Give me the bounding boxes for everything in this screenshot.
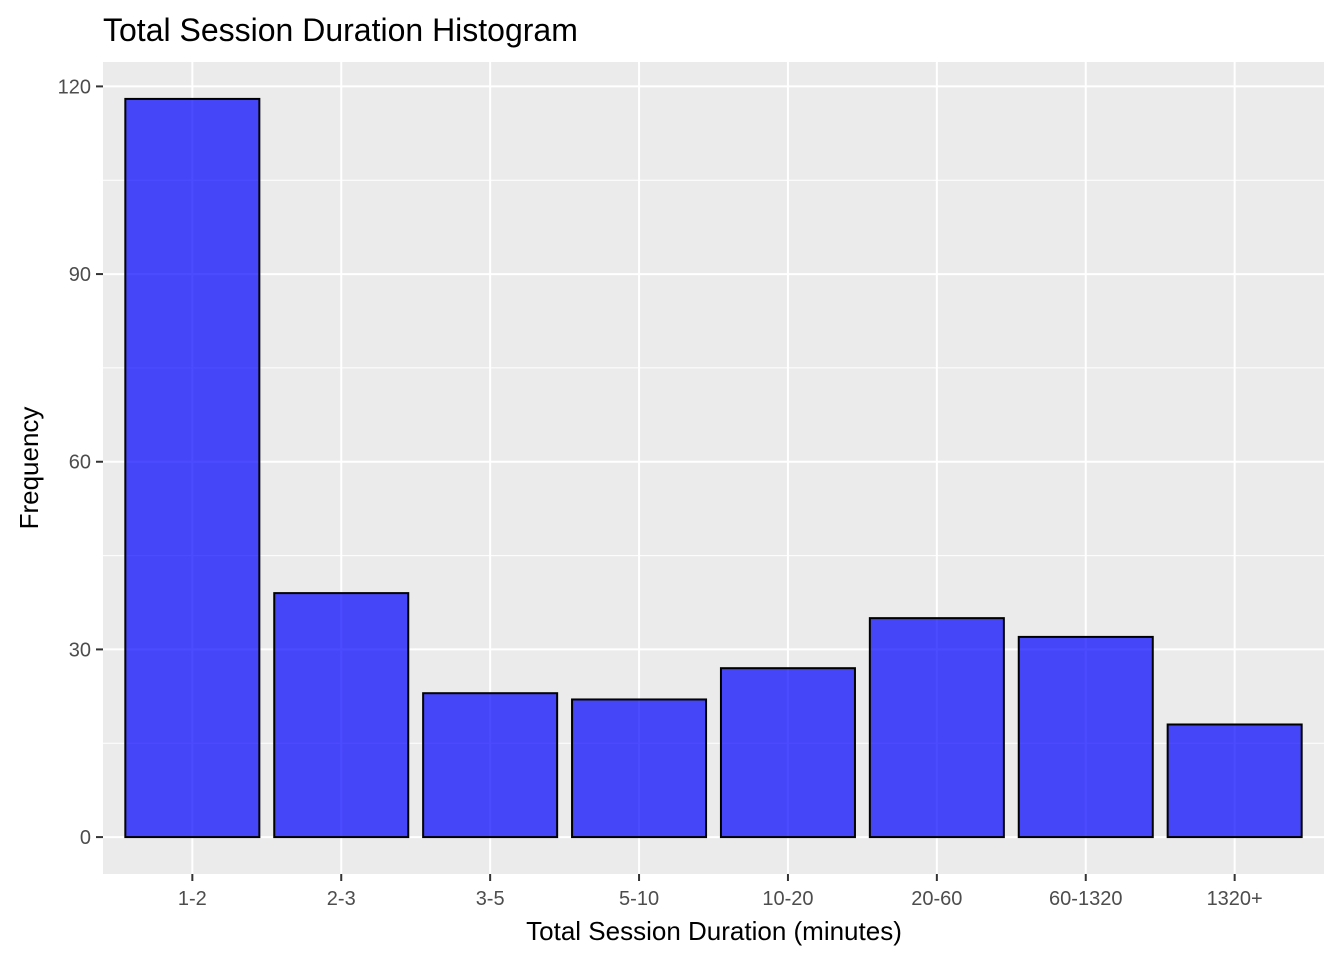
bar	[868, 617, 1005, 839]
x-tick-label: 20-60	[911, 888, 962, 910]
y-axis: 0 30 60 90 120	[58, 76, 103, 849]
bars	[124, 97, 1303, 839]
bar	[422, 692, 559, 839]
x-tick-label: 1-2	[178, 888, 207, 910]
y-tick-label: 30	[69, 639, 91, 661]
bar	[273, 592, 410, 839]
bar	[719, 667, 856, 839]
bar	[571, 698, 708, 839]
y-tick-label: 120	[58, 76, 91, 98]
x-tick-label: 1320+	[1207, 888, 1263, 910]
y-tick-label: 90	[69, 264, 91, 286]
y-tick-label: 60	[69, 452, 91, 474]
x-tick-label: 3-5	[476, 888, 505, 910]
x-axis: 1-2 2-3 3-5 5-10 10-20 20-60 60-1320 1320+	[178, 874, 1263, 910]
y-tick-label: 0	[80, 827, 91, 849]
x-tick-label: 60-1320	[1049, 888, 1122, 910]
x-tick-label: 5-10	[619, 888, 659, 910]
bar	[124, 97, 261, 839]
x-tick-label: 10-20	[762, 888, 813, 910]
x-tick-label: 2-3	[327, 888, 356, 910]
x-axis-title: Total Session Duration (minutes)	[526, 916, 902, 946]
y-axis-title: Frequency	[14, 407, 44, 530]
bar	[1017, 635, 1154, 839]
bar	[1166, 723, 1303, 839]
chart-title: Total Session Duration Histogram	[103, 12, 578, 48]
